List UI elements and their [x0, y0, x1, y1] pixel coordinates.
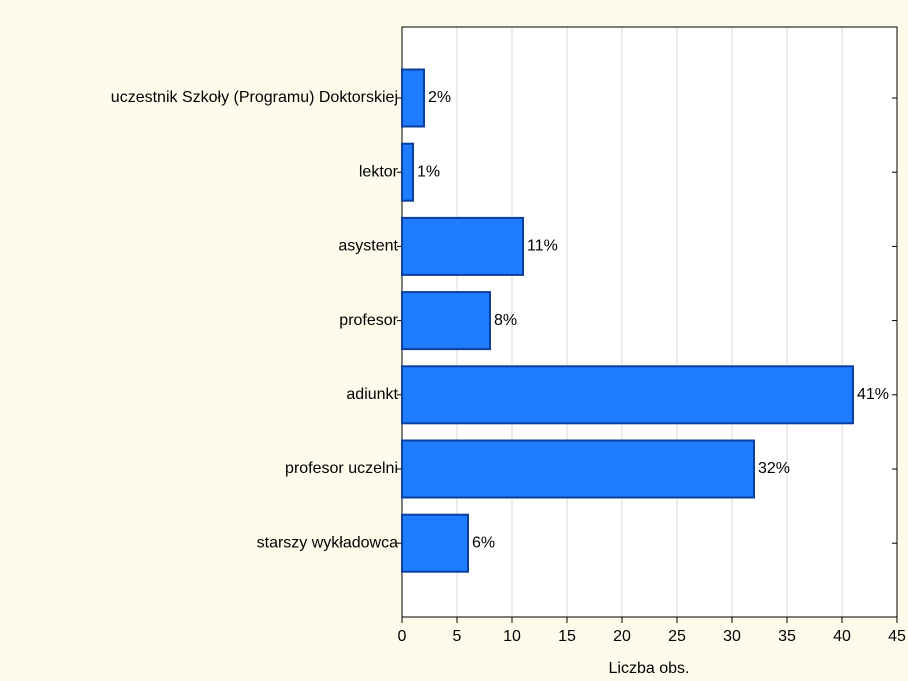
y-tick-label: uczestnik Szkoły (Programu) Doktorskiej	[111, 89, 398, 106]
value-label: 6%	[472, 534, 495, 551]
x-tick-label: 5	[453, 628, 462, 645]
bar	[401, 439, 755, 499]
value-label: 8%	[494, 312, 517, 329]
x-tick-label: 25	[668, 628, 686, 645]
y-tick-label: starszy wykładowca	[257, 534, 398, 551]
x-axis-label: Liczba obs.	[609, 660, 690, 677]
bar	[401, 216, 524, 276]
y-tick-label: adiunkt	[346, 386, 398, 403]
value-label: 32%	[758, 460, 790, 477]
bar	[401, 68, 425, 128]
bar	[401, 291, 491, 351]
x-tick-label: 15	[558, 628, 576, 645]
value-label: 11%	[527, 238, 558, 255]
bar	[401, 142, 414, 202]
y-tick-label: profesor uczelni	[285, 460, 398, 477]
y-tick-label: profesor	[339, 312, 398, 329]
bar	[401, 365, 854, 425]
bar	[401, 513, 469, 573]
x-tick-label: 40	[833, 628, 851, 645]
value-label: 2%	[428, 89, 451, 106]
value-label: 41%	[857, 386, 889, 403]
x-tick-label: 35	[778, 628, 796, 645]
x-tick-label: 10	[503, 628, 521, 645]
x-tick-label: 20	[613, 628, 631, 645]
y-tick-label: asystent	[338, 238, 398, 255]
x-tick-label: 45	[888, 628, 906, 645]
value-label: 1%	[417, 163, 440, 180]
y-tick-label: lektor	[359, 163, 399, 180]
x-tick-label: 0	[398, 628, 407, 645]
x-tick-label: 30	[723, 628, 741, 645]
